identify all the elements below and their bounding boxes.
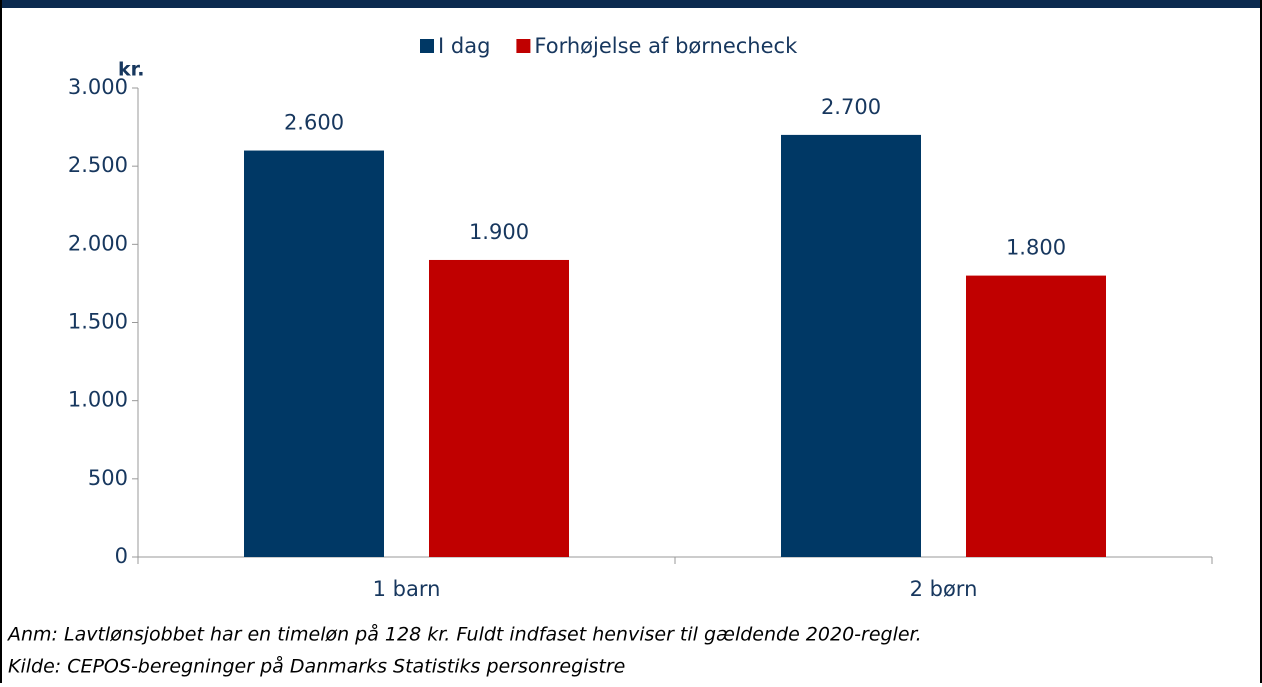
- x-tick-label: 1 barn: [373, 577, 441, 601]
- y-tick-label: 500: [88, 466, 128, 490]
- data-label: 1.800: [1006, 236, 1066, 260]
- bar: [429, 259, 569, 557]
- note: Anm: Lavtlønsjobbet har en timeløn på 12…: [6, 623, 922, 646]
- note: Kilde: CEPOS-beregninger på Danmarks Sta…: [8, 655, 625, 678]
- data-label: 2.700: [821, 95, 881, 119]
- data-label: 2.600: [284, 111, 344, 135]
- y-tick-label: 3.000: [68, 75, 128, 99]
- legend-label: Forhøjelse af børnecheck: [534, 34, 798, 58]
- y-tick-label: 1.500: [68, 310, 128, 334]
- bar: [244, 150, 384, 558]
- bar: [781, 134, 921, 557]
- y-axis-label: kr.: [118, 59, 145, 81]
- bar: [966, 275, 1106, 557]
- legend-swatch: [516, 39, 531, 53]
- data-label: 1.900: [469, 220, 529, 244]
- y-tick-label: 2.000: [68, 231, 128, 255]
- legend-swatch: [420, 39, 434, 53]
- y-tick-label: 1.000: [68, 388, 128, 412]
- x-tick-label: 2 børn: [910, 577, 978, 601]
- y-tick-label: 0: [115, 544, 128, 568]
- y-tick-label: 2.500: [68, 153, 128, 177]
- top-border: [0, 0, 1262, 8]
- legend-label: I dag: [438, 34, 490, 58]
